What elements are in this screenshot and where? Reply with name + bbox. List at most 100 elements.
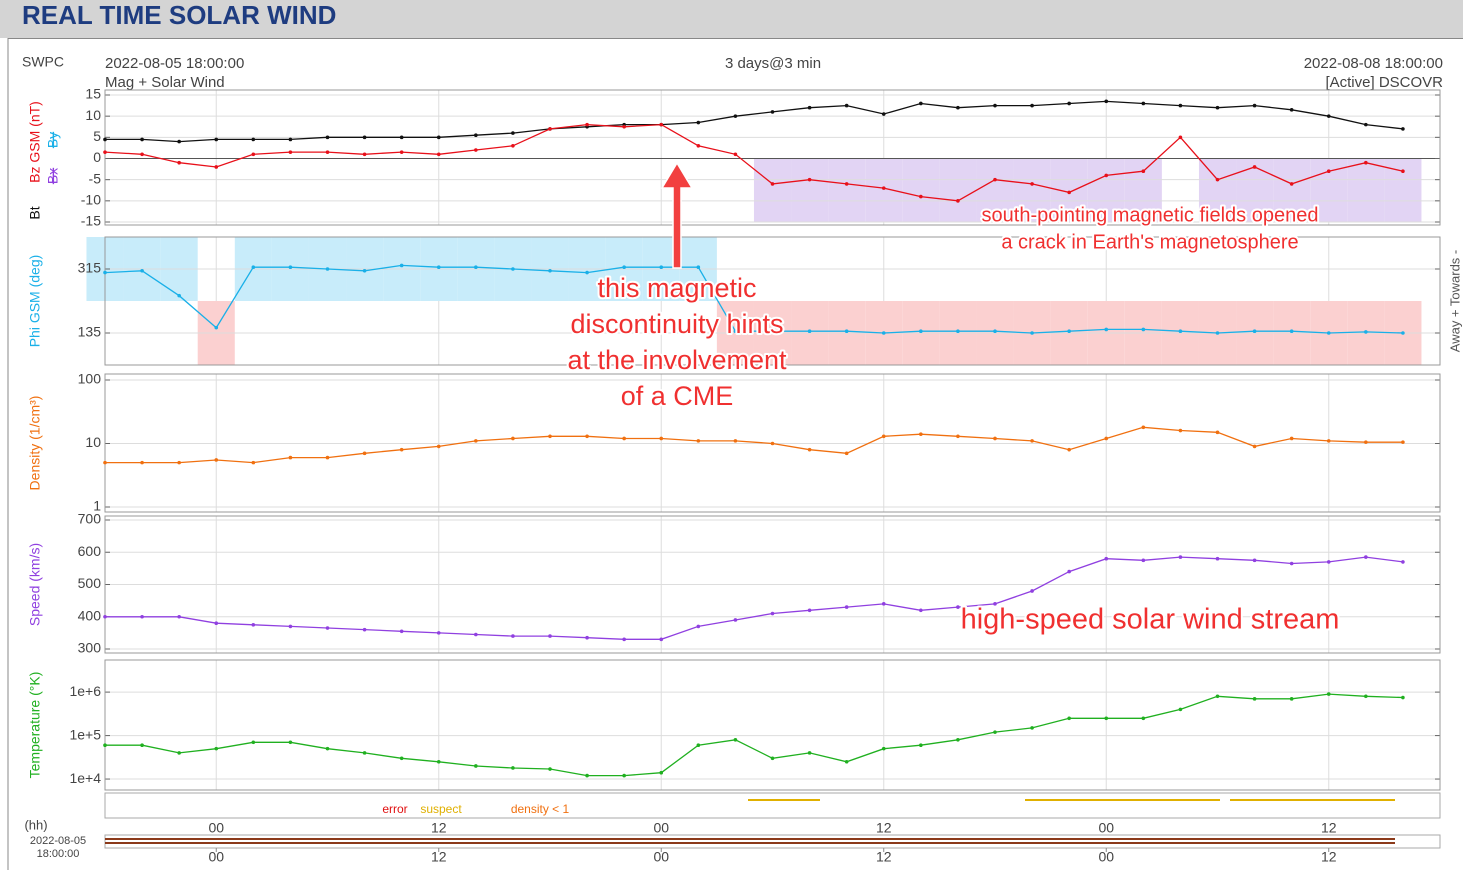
data-point: [733, 618, 738, 622]
data-point: [807, 608, 812, 613]
data-point: [1252, 165, 1257, 169]
data-point: [585, 270, 589, 275]
annotation: south-pointing magnetic fields opened: [982, 204, 1319, 226]
data-point: [807, 105, 812, 110]
data-point: [436, 444, 441, 449]
data-point: [919, 432, 923, 437]
data-point: [399, 135, 404, 140]
data-point: [807, 329, 812, 334]
data-point: [214, 458, 219, 462]
data-point: [1401, 127, 1405, 131]
x-tick-label: 12: [1321, 849, 1337, 865]
data-point: [696, 144, 701, 148]
panel: 300 400 500 600 700 Speed (km/s): [27, 511, 1441, 656]
data-point: [1178, 103, 1183, 108]
y-tick-label: 1: [93, 498, 101, 514]
data-point: [993, 602, 997, 606]
span: 3 days@3 min: [725, 55, 821, 72]
header-bar: [0, 0, 1463, 38]
data-point: [659, 637, 664, 642]
data-point: [362, 268, 367, 273]
data-point: [881, 434, 886, 439]
data-point: [622, 436, 626, 441]
southward-band: [1273, 158, 1311, 222]
data-point: [1326, 331, 1331, 335]
data-point: [251, 265, 256, 270]
data-point: [511, 131, 515, 135]
data-point: [362, 451, 367, 456]
data-point: [993, 329, 997, 334]
data-point: [1364, 330, 1368, 334]
data-point: [659, 770, 664, 775]
data-point: [214, 165, 219, 169]
data-point: [1067, 569, 1071, 574]
data-point: [993, 177, 997, 182]
data-point: [1326, 692, 1331, 696]
data-point: [1252, 444, 1257, 449]
data-point: [1030, 331, 1034, 335]
data-point: [436, 135, 441, 140]
data-point: [251, 623, 256, 627]
data-point: [1401, 331, 1405, 335]
data-point: [807, 177, 812, 182]
data-point: [288, 150, 293, 154]
time-unit: (hh): [24, 817, 47, 832]
data-point: [399, 756, 404, 761]
start-time: 2022-08-05 18:00:00: [105, 55, 244, 72]
arrow: [660, 161, 694, 269]
spacecraft: [Active] DSCOVR: [1325, 74, 1443, 91]
data-point: [511, 634, 515, 638]
data-point: [362, 627, 367, 632]
y-tick-label: 0: [93, 149, 101, 165]
data-point: [1141, 425, 1146, 430]
source: SWPC: [22, 54, 64, 70]
data-point: [362, 152, 367, 157]
data-point: [288, 265, 293, 270]
x-tick-label: 12: [431, 820, 447, 836]
data-point: [177, 139, 181, 144]
data-point: [511, 766, 515, 770]
data-point: [1141, 716, 1146, 721]
data-point: [474, 439, 478, 443]
data-point: [919, 329, 923, 334]
data-point: [770, 182, 775, 186]
data-point: [214, 621, 219, 625]
y-axis-label: Speed (km/s): [27, 543, 43, 626]
data-point: [1252, 697, 1257, 701]
panel-frame: [104, 236, 1441, 366]
data-point: [1289, 329, 1294, 334]
panel-frame: [104, 89, 1441, 226]
data-point: [881, 331, 886, 335]
data-point: [1364, 555, 1368, 559]
data-point: [548, 634, 552, 638]
southward-band: [828, 158, 866, 222]
data-point: [325, 455, 330, 460]
data-point: [399, 629, 404, 634]
annotation: a crack in Earth's magnetosphere: [1001, 231, 1298, 253]
data-point: [733, 329, 738, 334]
y-axis-label: Density (1/cm³): [27, 396, 43, 491]
data-point: [1364, 694, 1368, 699]
data-point: [1215, 331, 1220, 335]
data-point: [881, 602, 886, 606]
data-point: [103, 150, 107, 154]
data-point: [548, 268, 552, 273]
data-point: [1141, 101, 1146, 106]
data-point: [103, 137, 107, 142]
data-point: [622, 773, 626, 778]
data-point: [1215, 556, 1220, 561]
data-point: [1326, 114, 1331, 118]
data-point: [844, 605, 849, 609]
x-tick-label: 00: [1098, 849, 1114, 865]
data-point: [1215, 430, 1220, 435]
data-point: [214, 137, 219, 142]
data-point: [1215, 694, 1220, 699]
y-tick-label: 10: [85, 434, 101, 450]
annotations: this magnetic discontinuity hints at the i…: [565, 161, 1341, 638]
data-point: [511, 267, 515, 271]
data-point: [1215, 105, 1220, 110]
southward-band: [753, 158, 792, 222]
y-tick-label: -5: [89, 170, 102, 186]
data-point: [993, 436, 997, 441]
panel: -15 -10 -5 0 5 10 15 Bz GSM (nT) Bx By Bt: [27, 86, 1441, 229]
